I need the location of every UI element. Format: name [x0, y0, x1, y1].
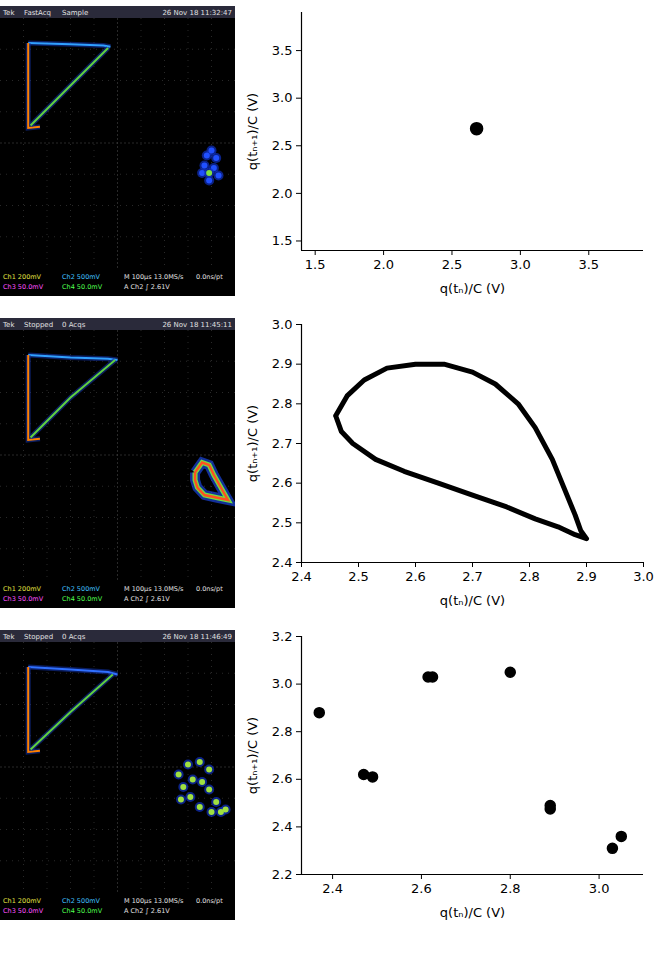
svg-text:26 Nov 18 11:32:47: 26 Nov 18 11:32:47	[162, 9, 232, 17]
svg-text:M 100µs 13.0MS/s: M 100µs 13.0MS/s	[124, 897, 184, 905]
svg-text:q(tₙ)/C (V): q(tₙ)/C (V)	[440, 593, 505, 608]
svg-text:Stopped: Stopped	[24, 633, 53, 641]
svg-text:0 Acqs: 0 Acqs	[62, 633, 86, 641]
svg-text:2.8: 2.8	[272, 724, 293, 739]
svg-text:2.5: 2.5	[272, 515, 293, 530]
svg-text:Tek: Tek	[2, 633, 15, 641]
svg-text:FastAcq: FastAcq	[24, 9, 51, 17]
svg-text:Ch3 50.0mV: Ch3 50.0mV	[3, 907, 44, 915]
svg-text:2.0: 2.0	[373, 257, 394, 272]
svg-text:Sample: Sample	[62, 9, 88, 17]
svg-text:1.5: 1.5	[272, 233, 293, 248]
svg-text:2.4: 2.4	[272, 819, 293, 834]
svg-text:Ch4 50.0mV: Ch4 50.0mV	[62, 595, 103, 603]
svg-text:Ch3 50.0mV: Ch3 50.0mV	[3, 595, 44, 603]
svg-text:2.9: 2.9	[272, 356, 293, 371]
svg-text:2.8: 2.8	[519, 569, 540, 584]
svg-text:Ch4 50.0mV: Ch4 50.0mV	[62, 283, 103, 291]
svg-text:A Ch2 ∫ 2.61V: A Ch2 ∫ 2.61V	[124, 595, 170, 603]
svg-text:2.6: 2.6	[272, 475, 293, 490]
svg-text:A Ch2 ∫ 2.61V: A Ch2 ∫ 2.61V	[124, 283, 170, 291]
svg-text:2.4: 2.4	[322, 881, 343, 896]
svg-text:2.6: 2.6	[411, 881, 432, 896]
svg-text:q(tₙ₊₁)/C (V): q(tₙ₊₁)/C (V)	[245, 717, 260, 794]
svg-text:3.0: 3.0	[633, 569, 654, 584]
svg-text:Tek: Tek	[2, 321, 15, 329]
svg-text:2.5: 2.5	[348, 569, 369, 584]
svg-text:0.0ns/pt: 0.0ns/pt	[196, 585, 223, 593]
svg-text:2.9: 2.9	[576, 569, 597, 584]
svg-text:Ch2 500mV: Ch2 500mV	[62, 585, 101, 593]
svg-text:Ch2 500mV: Ch2 500mV	[62, 273, 101, 281]
svg-text:Ch4 50.0mV: Ch4 50.0mV	[62, 907, 103, 915]
svg-text:0 Acqs: 0 Acqs	[62, 321, 86, 329]
svg-text:3.0: 3.0	[589, 881, 610, 896]
svg-text:2.6: 2.6	[272, 771, 293, 786]
svg-text:M 100µs 13.0MS/s: M 100µs 13.0MS/s	[124, 273, 184, 281]
svg-text:2.8: 2.8	[500, 881, 521, 896]
svg-text:26 Nov 18 11:45:11: 26 Nov 18 11:45:11	[162, 321, 232, 329]
svg-text:2.0: 2.0	[272, 186, 293, 201]
svg-text:Ch1 200mV: Ch1 200mV	[3, 273, 42, 281]
svg-text:0.0ns/pt: 0.0ns/pt	[196, 897, 223, 905]
svg-text:1.5: 1.5	[305, 257, 326, 272]
svg-text:26 Nov 18 11:46:49: 26 Nov 18 11:46:49	[162, 633, 232, 641]
svg-text:Tek: Tek	[2, 9, 15, 17]
svg-text:A Ch2 ∫ 2.61V: A Ch2 ∫ 2.61V	[124, 907, 170, 915]
svg-text:M 100µs 13.0MS/s: M 100µs 13.0MS/s	[124, 585, 184, 593]
svg-text:q(tₙ)/C (V): q(tₙ)/C (V)	[440, 281, 505, 296]
svg-text:Stopped: Stopped	[24, 321, 53, 329]
svg-text:2.7: 2.7	[462, 569, 483, 584]
svg-text:2.2: 2.2	[272, 867, 293, 882]
svg-text:Ch2 500mV: Ch2 500mV	[62, 897, 101, 905]
svg-text:3.0: 3.0	[272, 317, 293, 332]
svg-text:0.0ns/pt: 0.0ns/pt	[196, 273, 223, 281]
svg-text:2.7: 2.7	[272, 436, 293, 451]
svg-text:2.4: 2.4	[272, 555, 293, 570]
svg-text:2.6: 2.6	[405, 569, 426, 584]
svg-text:q(tₙ₊₁)/C (V): q(tₙ₊₁)/C (V)	[245, 93, 260, 170]
svg-text:2.8: 2.8	[272, 396, 293, 411]
svg-text:Ch1 200mV: Ch1 200mV	[3, 585, 42, 593]
svg-text:2.5: 2.5	[272, 138, 293, 153]
svg-text:q(tₙ₊₁)/C (V): q(tₙ₊₁)/C (V)	[245, 405, 260, 482]
svg-text:2.5: 2.5	[442, 257, 463, 272]
svg-text:q(tₙ)/C (V): q(tₙ)/C (V)	[440, 905, 505, 920]
svg-text:Ch3 50.0mV: Ch3 50.0mV	[3, 283, 44, 291]
svg-text:3.2: 3.2	[272, 629, 293, 644]
svg-text:3.5: 3.5	[272, 43, 293, 58]
svg-text:3.0: 3.0	[510, 257, 531, 272]
svg-text:3.0: 3.0	[272, 90, 293, 105]
svg-text:2.4: 2.4	[291, 569, 312, 584]
svg-text:Ch1 200mV: Ch1 200mV	[3, 897, 42, 905]
svg-text:3.5: 3.5	[578, 257, 599, 272]
svg-text:3.0: 3.0	[272, 676, 293, 691]
